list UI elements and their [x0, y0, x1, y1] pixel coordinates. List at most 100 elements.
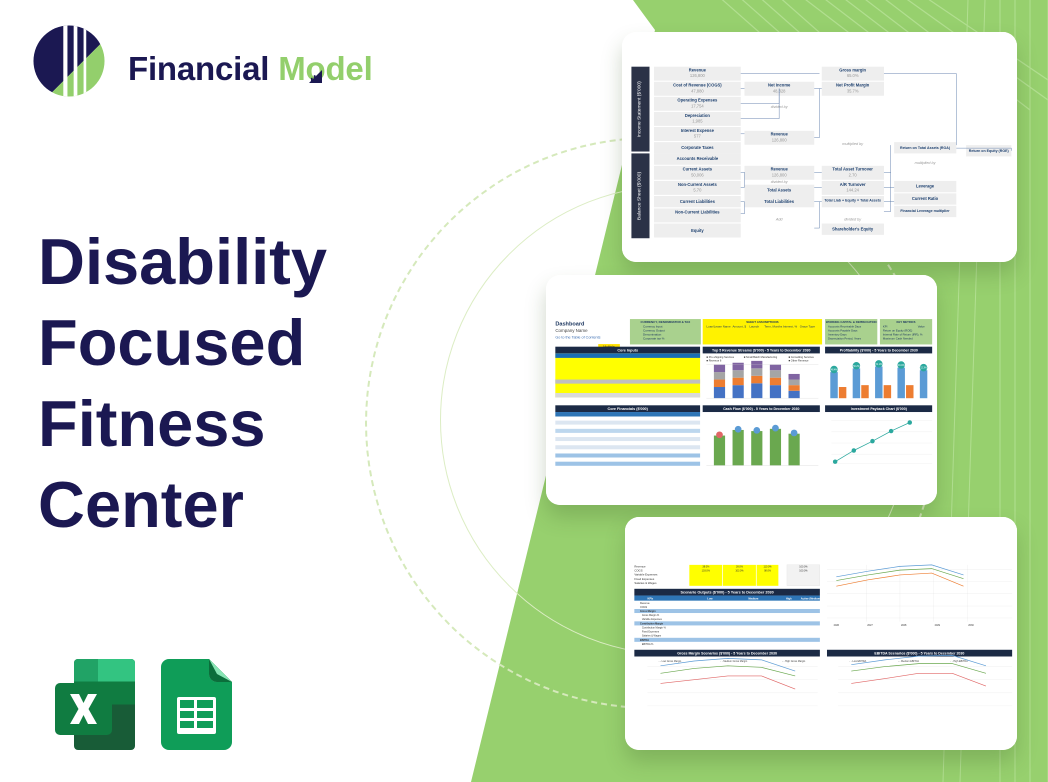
svg-text:Depreciation Period, Years: Depreciation Period, Years: [828, 337, 862, 341]
svg-text:126,800: 126,800: [772, 137, 788, 142]
svg-text:Gross Margin Scenarios ($'000): Gross Margin Scenarios ($'000) - 5 Years…: [677, 652, 777, 656]
svg-text:98.0%: 98.0%: [764, 570, 772, 573]
svg-text:Accounts Receivable Days: Accounts Receivable Days: [828, 324, 862, 328]
svg-text:Revenue: Revenue: [689, 68, 707, 73]
svg-text:103.0%: 103.0%: [702, 570, 711, 573]
svg-text:Salaries & Wages: Salaries & Wages: [642, 635, 662, 638]
svg-text:Accounts Receivable: Accounts Receivable: [677, 156, 719, 161]
svg-text:Non-Current Liabilities: Non-Current Liabilities: [675, 209, 720, 214]
svg-text:Denomination: Denomination: [643, 332, 662, 336]
svg-text:Term, Months: Term, Months: [764, 324, 782, 328]
svg-text:Top 5 Revenue Streams ($'000): Top 5 Revenue Streams ($'000) - 5 Years …: [712, 349, 810, 353]
svg-text:Current Liabilities: Current Liabilities: [680, 199, 716, 204]
svg-text:2026: 2026: [834, 624, 840, 627]
svg-text:5.70: 5.70: [693, 187, 702, 192]
svg-text:Variable Expenses: Variable Expenses: [642, 618, 663, 621]
svg-text:2028: 2028: [901, 624, 907, 627]
svg-text:■ Pre-shipping Services: ■ Pre-shipping Services: [706, 355, 734, 359]
svg-text:■ Other Revenue: ■ Other Revenue: [789, 359, 810, 363]
svg-text:Income Statement ($'000): Income Statement ($'000): [636, 81, 642, 138]
svg-text:A/R Turnover: A/R Turnover: [840, 182, 866, 187]
svg-text:Revenue: Revenue: [634, 564, 646, 568]
svg-text:100.0%: 100.0%: [799, 570, 808, 573]
svg-text:Operating Expenses: Operating Expenses: [677, 98, 718, 103]
svg-text:Revenue: Revenue: [640, 602, 650, 605]
svg-text:WORKING CAPITAL & DEPRECIATION: WORKING CAPITAL & DEPRECIATION: [826, 320, 877, 324]
svg-text:COGS: COGS: [640, 606, 648, 609]
svg-text:Dashboard: Dashboard: [555, 321, 585, 327]
svg-text:Variable Expenses: Variable Expenses: [634, 573, 658, 577]
svg-text:EBITDA %: EBITDA %: [642, 643, 654, 646]
svg-text:47,880: 47,880: [691, 88, 704, 93]
svg-text:Currency Output: Currency Output: [643, 328, 665, 332]
svg-text:50.2%: 50.2%: [853, 366, 859, 368]
svg-text:Add: Add: [775, 218, 784, 222]
svg-text:Cost of Revenue (COGS): Cost of Revenue (COGS): [673, 83, 722, 88]
svg-text:144.24: 144.24: [846, 187, 859, 192]
svg-text:Company Name: Company Name: [555, 328, 588, 333]
svg-text:Corporate Taxes: Corporate Taxes: [681, 145, 714, 150]
svg-text:50,006: 50,006: [691, 172, 704, 177]
svg-text:35.7%: 35.7%: [847, 88, 859, 93]
svg-text:Cash Flow ($'000) - 5 Years to: Cash Flow ($'000) - 5 Years to December …: [723, 407, 799, 411]
svg-text:Scenario Outputs ($'000) - 5 Y: Scenario Outputs ($'000) - 5 Years to De…: [681, 591, 774, 595]
svg-text:Salaries & Wages: Salaries & Wages: [634, 581, 657, 585]
svg-text:Total Assets: Total Assets: [767, 187, 792, 192]
svg-text:Total Liabilities: Total Liabilities: [764, 199, 794, 204]
svg-text:48.4%: 48.4%: [831, 370, 837, 372]
svg-text:Interest Expense: Interest Expense: [681, 128, 715, 133]
svg-text:■ Small Batch Manufacturing: ■ Small Batch Manufacturing: [744, 355, 778, 359]
svg-text:multiplied by: multiplied by: [842, 142, 864, 146]
svg-text:- - Medium Gross Margin: - - Medium Gross Margin: [720, 660, 747, 663]
svg-text:Total Asset Turnover: Total Asset Turnover: [832, 167, 873, 172]
svg-text:126,800: 126,800: [772, 172, 788, 177]
svg-text:Currency Input: Currency Input: [643, 324, 663, 328]
svg-text:Shareholder's Equity: Shareholder's Equity: [832, 227, 874, 232]
svg-text:KPI: KPI: [883, 324, 888, 328]
svg-text:Total Liab + Equity = Total As: Total Liab + Equity = Total Assets: [824, 199, 881, 203]
svg-text:KEY METRICS: KEY METRICS: [897, 320, 916, 324]
svg-text:Amount, $: Amount, $: [733, 324, 747, 328]
svg-text:103.0%: 103.0%: [735, 570, 744, 573]
svg-text:2029: 2029: [935, 624, 941, 627]
svg-text:17,754: 17,754: [691, 103, 704, 108]
svg-text:Depreciation: Depreciation: [685, 113, 710, 118]
svg-text:Loan/Lease Name: Loan/Lease Name: [706, 324, 731, 328]
svg-text:Internal Rate of Return (IRR),: Internal Rate of Return (IRR), %: [883, 332, 923, 336]
svg-text:Current Ratio: Current Ratio: [912, 196, 939, 201]
svg-text:Fixed Expenses: Fixed Expenses: [642, 631, 660, 634]
svg-text:Gross Margin: Gross Margin: [640, 610, 656, 613]
svg-text:EBITDA: EBITDA: [640, 639, 649, 642]
svg-text:divided by: divided by: [844, 218, 862, 222]
svg-text:48,828: 48,828: [773, 88, 786, 93]
svg-text:126,800: 126,800: [690, 73, 706, 78]
svg-text:110.0%: 110.0%: [763, 565, 772, 568]
svg-text:COGS: COGS: [634, 569, 642, 573]
svg-text:Return on Equity (ROE): Return on Equity (ROE): [969, 149, 1010, 153]
svg-text:Maximum Cash Needed: Maximum Cash Needed: [883, 337, 913, 341]
svg-text:2027: 2027: [867, 624, 873, 627]
svg-text:Fixed Expenses: Fixed Expenses: [634, 577, 655, 581]
svg-text:49.4%: 49.4%: [898, 365, 904, 367]
svg-text:52.3%: 52.3%: [920, 368, 926, 370]
svg-text:Inventory Days: Inventory Days: [828, 332, 847, 336]
svg-text:Non-Current Assets: Non-Current Assets: [678, 182, 718, 187]
svg-text:2.70: 2.70: [849, 172, 858, 177]
svg-text:EBITDA Scenarios ($'000) - 5 Y: EBITDA Scenarios ($'000) - 5 Years to De…: [874, 652, 964, 656]
svg-text:Net Profit Margin: Net Profit Margin: [836, 83, 870, 88]
svg-text:Revenue: Revenue: [771, 167, 789, 172]
svg-text:Return on Total Assets (ROA): Return on Total Assets (ROA): [900, 146, 951, 150]
svg-text:Value: Value: [918, 324, 925, 328]
svg-text:■ Revenue 6: ■ Revenue 6: [706, 359, 721, 363]
svg-text:Gross Margin %: Gross Margin %: [642, 614, 660, 617]
svg-text:Core Financials ($'000): Core Financials ($'000): [608, 407, 649, 411]
svg-text:2030: 2030: [968, 624, 974, 627]
svg-text:Go to the Table of Contents: Go to the Table of Contents: [555, 335, 600, 339]
svg-text:Profitability ($'000) - 5 Year: Profitability ($'000) - 5 Years to Decem…: [840, 349, 918, 353]
svg-text:Launch: Launch: [749, 324, 759, 328]
svg-text:Contribution Margin %: Contribution Margin %: [642, 626, 667, 629]
svg-text:- - Low Gross Margin: - - Low Gross Margin: [659, 660, 682, 663]
svg-text:Net Income: Net Income: [768, 83, 791, 88]
svg-text:100.0%: 100.0%: [799, 565, 808, 568]
svg-text:65.0%: 65.0%: [847, 73, 859, 78]
